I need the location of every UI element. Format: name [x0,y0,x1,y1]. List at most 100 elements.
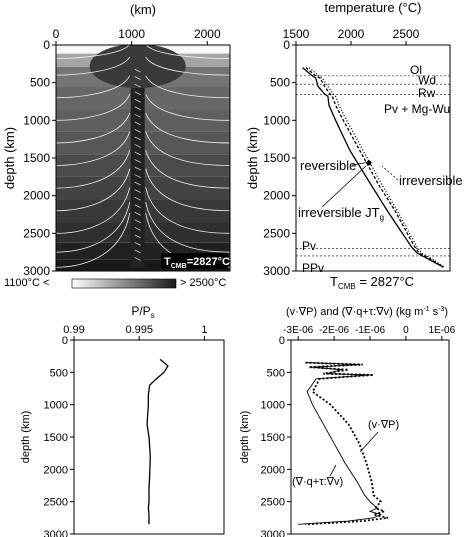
axes-c: 0.99 0.995 1 0 500 1000 1500 2000 2500 3000 [44,324,208,537]
y-tick-label: 500 [270,76,290,90]
y-axis-title-c: depth (km) [20,411,32,464]
y-tick-label: 0 [279,335,285,347]
label-perovskite: Pv [302,239,316,253]
energy-series-0 [305,361,389,526]
x-tick-label: 1 [201,324,207,336]
label-reversible: reversible [300,158,356,173]
conduit-texture [134,211,141,216]
y-tick-label: 1000 [23,113,50,127]
label-tcmb-b: TCMB = 2827°C [330,274,414,291]
conduit-texture [134,144,141,148]
isotherm-contour [56,75,230,99]
arrow-div-q [329,464,337,477]
x-axis-title-d: (v·∇P) and (∇·q+τ:∇v) (kg m-1 s-3) [286,306,448,318]
y-tick-label: 1000 [263,113,290,127]
y-tick-label: 2500 [23,226,50,240]
conduit-texture [134,219,141,224]
arrow-irreversible [381,165,399,181]
colorbar-a: 1100°C < > 2500°C [4,277,226,289]
y-tick-label: 1000 [261,400,285,412]
tcmb-annotation-a: TCMB=2827°C [161,253,230,270]
conduit-texture [134,98,141,103]
temperature-field-heatmap [56,45,230,271]
conduit-texture [134,249,141,254]
x-tick-label: 0 [403,325,409,336]
conduit-texture [134,257,141,261]
x-tick-label: 2000 [194,27,221,41]
y-tick-label: 1000 [44,400,68,412]
energy-terms-lines [298,361,389,526]
label-irreversible: irreversible [399,173,463,188]
y-tick-label: 2000 [23,189,50,203]
axes-d: -3E-06 -2E-06 -1E-06 0 1E-06 0 500 1000 1500 2000… [261,325,456,537]
y-tick-label: 500 [267,367,285,379]
y-tick-label: 3000 [261,529,285,537]
label-irreversible-jtg: irreversible JTg [298,205,384,222]
isotherm-contour [56,45,230,59]
y-tick-label: 0 [62,335,68,347]
x-tick-label: 2000 [338,27,365,41]
conduit-texture [134,159,141,163]
x-tick-label: 2500 [393,27,420,41]
label-pv-mgwu: Pv + Mg-Wu [384,102,450,116]
plume-head [89,45,186,89]
pressure-ratio-series [146,358,169,525]
label-wadsleyite: Wd [418,73,436,87]
colorbar-low-label: 1100°C < [4,277,49,289]
tcmb-subscript-a: CMB [171,263,187,270]
y-tick-label: 1500 [23,151,50,165]
y-tick-label: 2500 [261,497,285,509]
conduit-texture [134,234,141,239]
y-tick-label: 3000 [263,264,290,278]
axes-a: 0 1000 2000 0 500 1000 1500 2000 2500 3000 [23,27,221,278]
svg-text:TCMB=2827°C: TCMB=2827°C [164,256,230,270]
isotherm-contour [56,112,230,144]
conduit-texture [134,68,141,73]
isotherm-contour [56,168,230,212]
conduit-texture [134,166,141,171]
isotherm-contour [56,94,230,121]
x-tick-label: -1E-06 [355,325,385,336]
conduit-texture [134,106,141,111]
y-tick-label: 2000 [261,464,285,476]
y-tick-label: 1500 [261,432,285,444]
y-axis-title-a: depth (km) [2,127,17,189]
y-axis-title-b: depth (km) [245,127,260,189]
temperature-field-panel: 0 1000 2000 0 500 1000 1500 2000 2500 3000 (km) d… [2,2,231,289]
y-tick-label: 2000 [263,189,290,203]
x-tick-label: 1000 [118,27,145,41]
pressure-ratio-line [146,358,169,525]
x-tick-label: -2E-06 [319,325,349,336]
x-tick-label: 1E-06 [428,325,455,336]
axes-b: 1500 2000 2500 0 500 1000 1500 2000 2500 3000 [263,27,419,278]
isotherm-contour [56,202,230,253]
marker-pointer-b [366,160,372,166]
conduit-texture [134,174,141,178]
temperature-profile-lines [296,67,450,268]
conduit-texture [134,83,141,88]
conduit-texture [134,204,141,209]
y-tick-label: 1500 [44,432,68,444]
conduit-texture [134,196,141,201]
annotation-div-q: (∇·q+τ:∇v) [292,476,343,488]
conduit-texture [134,136,141,141]
x-tick-label: 0 [53,27,60,41]
tcmb-symbol-a: T [164,256,171,268]
conduit-texture [134,121,141,126]
y-axis-title-d: depth (km) [239,411,251,464]
profile-line-1 [305,67,444,268]
label-ringwoodite: Rw [418,86,436,100]
label-post-perovskite: PPv [302,261,324,275]
conduit-texture [134,189,141,193]
isotherm-contour [56,150,230,189]
y-tick-label: 0 [43,38,50,52]
annotation-v-gradp: (v·∇P) [368,419,399,431]
x-axis-title-b: temperature (°C) [325,0,422,15]
x-tick-label: 1500 [283,27,310,41]
energy-terms-panel: -3E-06 -2E-06 -1E-06 0 1E-06 0 500 1000 1500 2000… [239,306,456,537]
conduit-texture [134,76,141,80]
conduit-texture [134,91,141,96]
arrow-v-gradp [359,431,379,453]
